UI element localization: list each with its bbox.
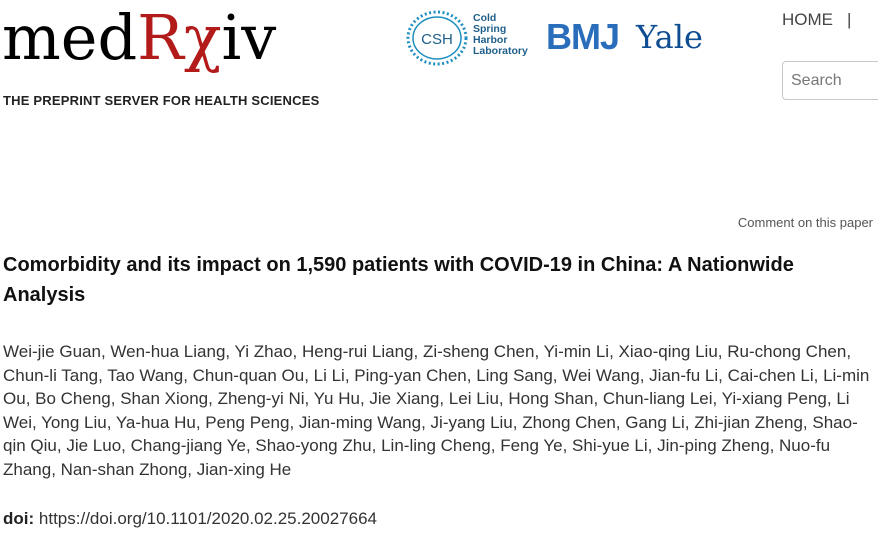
author-link[interactable]: Wen-hua Liang	[110, 342, 226, 361]
author-link[interactable]: Jian-fu Li	[649, 365, 719, 385]
author-link[interactable]: Shan Xiong	[120, 389, 209, 409]
author-link[interactable]: Wei Wang	[562, 365, 640, 385]
author-link[interactable]: Lei Liu	[448, 389, 499, 409]
article-title: Comorbidity and its impact on 1,590 pati…	[3, 254, 794, 306]
logo-iv: iv	[221, 1, 277, 74]
author-link[interactable]: Jie Luo	[66, 436, 122, 456]
author-link[interactable]: Yi Zhao	[234, 342, 293, 361]
search-input[interactable]	[782, 61, 878, 100]
author-link[interactable]: Ru-chong Chen	[727, 342, 847, 361]
doi-label: doi:	[3, 509, 35, 528]
author-link[interactable]: Yi-xiang Peng	[721, 389, 827, 409]
author-link[interactable]: Chun-li Tang	[3, 365, 99, 385]
author-link[interactable]: Chang-jiang Ye	[130, 436, 246, 456]
author-link[interactable]: Ling Sang	[476, 365, 553, 385]
csh-line: Cold	[473, 12, 497, 24]
csh-line: Laboratory	[473, 45, 528, 57]
csh-line: Spring	[473, 23, 507, 35]
author-link[interactable]: Ya-hua Hu	[115, 412, 196, 432]
author-link[interactable]: Shi-yue Li	[572, 436, 648, 456]
author-link[interactable]: Yong Liu	[41, 412, 107, 432]
logo-tagline: THE PREPRINT SERVER FOR HEALTH SCIENCES	[3, 93, 320, 108]
author-link[interactable]: Li Wei	[3, 389, 850, 432]
author-link[interactable]: Ping-yan Chen	[354, 365, 467, 385]
author-link[interactable]: Zhong Chen	[522, 412, 616, 432]
author-link[interactable]: Zi-sheng Chen	[422, 342, 535, 361]
bmj-logo[interactable]: BMJ	[546, 16, 620, 57]
logo-rx: Rχ	[137, 1, 222, 74]
author-link[interactable]: Shao-yong Zhu	[255, 436, 372, 456]
author-link[interactable]: Heng-rui Liang	[301, 342, 414, 361]
author-link[interactable]: Zheng-yi Ni	[217, 389, 305, 409]
logo-med: med	[2, 1, 138, 74]
author-link[interactable]: Nuo-fu Zhang	[3, 436, 831, 479]
medrxiv-logo[interactable]: medRχiv	[2, 0, 276, 78]
author-link[interactable]: Wei-jie Guan	[3, 342, 101, 361]
author-link[interactable]: Zhi-jian Zheng	[694, 412, 803, 432]
author-list: Wei-jie Guan, Wen-hua Liang, Yi Zhao, He…	[3, 342, 870, 479]
author-link[interactable]: Gang Li	[625, 412, 685, 432]
csh-name: Cold Spring Harbor Laboratory	[473, 13, 528, 57]
doi-link[interactable]: https://doi.org/10.1101/2020.02.25.20027…	[38, 509, 377, 528]
csh-initials: CSH	[421, 31, 453, 48]
comment-on-paper-link[interactable]: Comment on this paper	[737, 215, 873, 230]
author-link[interactable]: Jie Xiang	[369, 389, 440, 409]
author-link[interactable]: Jin-ping Zheng	[657, 436, 770, 456]
author-link[interactable]: Yi-min Li	[543, 342, 610, 361]
nav-separator: |	[847, 10, 852, 29]
csh-logo-icon[interactable]: CSH	[405, 8, 469, 68]
doi-line: doi: https://doi.org/10.1101/2020.02.25.…	[3, 508, 377, 530]
author-link[interactable]: Li-min Ou	[3, 365, 870, 409]
author-link[interactable]: Hong Shan	[508, 389, 594, 409]
top-nav: HOME |	[782, 10, 851, 30]
author-link[interactable]: Feng Ye	[500, 436, 563, 456]
author-link[interactable]: Peng Peng	[205, 412, 290, 432]
author-link[interactable]: Shao-qin Qiu	[3, 412, 858, 456]
author-link[interactable]: Chun-liang Lei	[602, 389, 713, 409]
author-link[interactable]: Nan-shan Zhong	[60, 459, 188, 479]
csh-line: Harbor	[473, 34, 508, 46]
author-link[interactable]: Jian-xing He	[196, 459, 292, 479]
author-link[interactable]: Chun-quan Ou	[192, 365, 305, 385]
author-link[interactable]: Xiao-qing Liu	[618, 342, 718, 361]
home-link[interactable]: HOME	[782, 10, 833, 29]
author-link[interactable]: Cai-chen Li	[727, 365, 814, 385]
author-link[interactable]: Li Li	[313, 365, 345, 385]
author-link[interactable]: Bo Cheng	[35, 389, 111, 409]
author-link[interactable]: Yu Hu	[313, 389, 360, 409]
author-link[interactable]: Lin-ling Cheng	[381, 436, 491, 456]
yale-logo[interactable]: Yale	[636, 18, 703, 56]
author-link[interactable]: Jian-ming Wang	[298, 412, 422, 432]
author-link[interactable]: Tao Wang	[107, 365, 184, 385]
author-link[interactable]: Ji-yang Liu	[430, 412, 513, 432]
